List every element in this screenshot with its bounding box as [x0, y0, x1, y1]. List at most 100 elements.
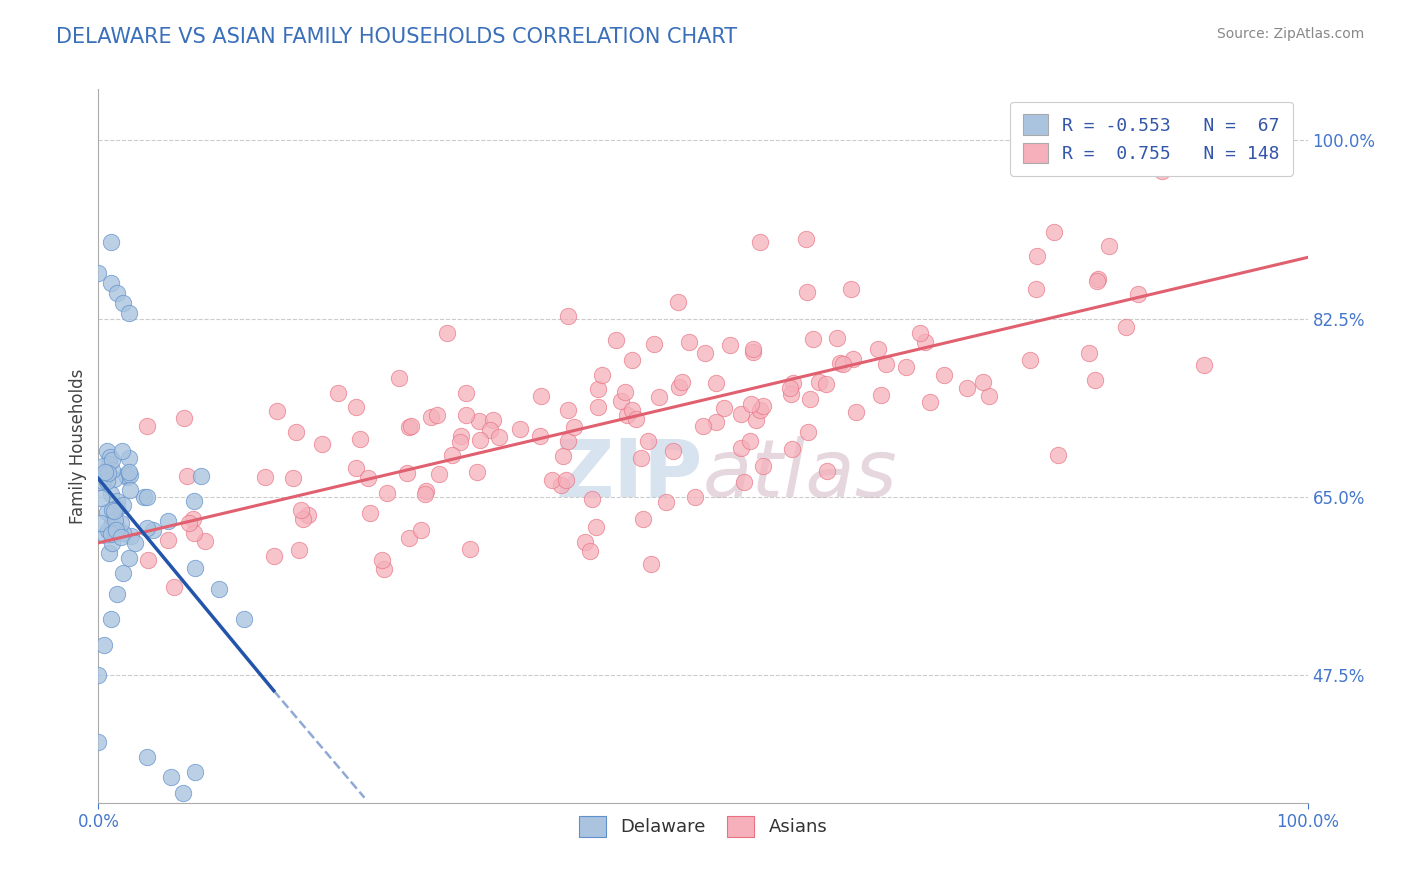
Point: [101, 503, 124, 517]
Point: [98, 546, 121, 560]
Point: [357, 471, 380, 485]
Point: [454, 409, 477, 423]
Point: [825, 331, 848, 345]
Point: [100, 276, 122, 290]
Point: [733, 475, 755, 489]
Point: [97, 523, 120, 537]
Point: [1126, 286, 1149, 301]
Point: [695, 346, 717, 360]
Point: [373, 561, 395, 575]
Point: [190, 468, 212, 483]
Point: [509, 422, 531, 436]
Point: [156, 533, 179, 548]
Point: [100, 527, 122, 541]
Point: [540, 474, 562, 488]
Point: [479, 423, 502, 437]
Point: [124, 536, 146, 550]
Point: [371, 553, 394, 567]
Point: [752, 459, 775, 474]
Point: [183, 525, 205, 540]
Point: [614, 384, 637, 399]
Point: [934, 368, 956, 383]
Point: [100, 612, 122, 626]
Point: [110, 530, 132, 544]
Point: [797, 425, 820, 439]
Point: [1084, 373, 1107, 387]
Point: [138, 552, 160, 566]
Point: [488, 430, 510, 444]
Point: [105, 286, 128, 301]
Point: [585, 519, 607, 533]
Point: [1115, 320, 1137, 334]
Point: [90, 516, 112, 531]
Point: [751, 399, 773, 413]
Point: [482, 413, 505, 427]
Point: [1025, 249, 1047, 263]
Point: [557, 309, 579, 323]
Point: [467, 414, 489, 428]
Point: [866, 342, 889, 356]
Point: [118, 467, 141, 482]
Point: [782, 442, 804, 456]
Point: [115, 467, 138, 482]
Point: [359, 506, 381, 520]
Point: [326, 385, 349, 400]
Point: [581, 491, 603, 506]
Point: [117, 470, 139, 484]
Point: [562, 420, 585, 434]
Point: [458, 541, 481, 556]
Point: [436, 326, 458, 341]
Point: [120, 529, 142, 543]
Y-axis label: Family Households: Family Households: [69, 368, 87, 524]
Point: [1192, 358, 1215, 372]
Point: [103, 472, 125, 486]
Point: [678, 334, 700, 349]
Point: [111, 444, 134, 458]
Point: [550, 477, 572, 491]
Point: [103, 503, 125, 517]
Point: [875, 357, 897, 371]
Point: [105, 587, 128, 601]
Point: [97, 457, 120, 471]
Point: [290, 503, 312, 517]
Point: [685, 490, 707, 504]
Point: [194, 534, 217, 549]
Point: [398, 531, 420, 545]
Point: [605, 333, 627, 347]
Point: [1272, 133, 1295, 147]
Point: [574, 535, 596, 549]
Point: [796, 231, 818, 245]
Point: [181, 512, 204, 526]
Point: [96, 505, 118, 519]
Point: [557, 434, 579, 448]
Point: [742, 342, 765, 356]
Point: [1043, 225, 1066, 239]
Point: [288, 543, 311, 558]
Point: [654, 494, 676, 508]
Point: [284, 425, 307, 439]
Point: [101, 515, 124, 529]
Point: [807, 375, 830, 389]
Point: [91, 475, 114, 489]
Point: [297, 508, 319, 522]
Point: [344, 400, 367, 414]
Point: [668, 380, 690, 394]
Point: [586, 382, 609, 396]
Point: [111, 525, 134, 540]
Point: [666, 295, 689, 310]
Point: [637, 434, 659, 448]
Point: [388, 371, 411, 385]
Point: [426, 409, 449, 423]
Point: [814, 377, 837, 392]
Point: [160, 770, 183, 784]
Point: [413, 487, 436, 501]
Point: [232, 612, 254, 626]
Legend: Delaware, Asians: Delaware, Asians: [571, 808, 835, 844]
Point: [799, 392, 821, 407]
Point: [97, 466, 120, 480]
Point: [136, 418, 159, 433]
Point: [456, 385, 478, 400]
Point: [465, 466, 488, 480]
Point: [894, 359, 917, 374]
Point: [96, 444, 118, 458]
